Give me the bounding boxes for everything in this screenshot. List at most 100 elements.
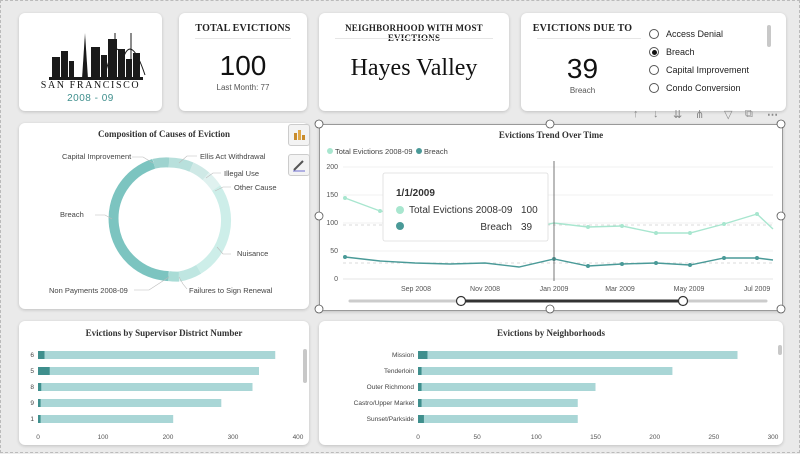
visual-analytics-button[interactable] xyxy=(288,154,310,176)
bar-breach[interactable] xyxy=(418,383,422,391)
bar-breach[interactable] xyxy=(38,399,41,407)
x-tick: 100 xyxy=(531,434,542,441)
drill-up-icon[interactable]: ↑ xyxy=(633,108,639,120)
kpi-due-sub: Breach xyxy=(569,86,596,95)
x-tick: 300 xyxy=(768,434,779,441)
slicer-option-label: Breach xyxy=(666,47,695,57)
bar-total[interactable] xyxy=(418,399,578,407)
visual-format-button[interactable] xyxy=(288,124,310,146)
bar-breach[interactable] xyxy=(418,399,422,407)
donut-chart: Capital Improvement Ellis Act Withdrawal… xyxy=(49,152,277,295)
donut-segment-failures[interactable] xyxy=(177,264,202,282)
slicer-option-condo-conversion[interactable]: Condo Conversion xyxy=(649,83,741,93)
donut-label-capital: Capital Improvement xyxy=(62,152,132,161)
visual-toolbar: ↑ ↓ ⇊ ⋔ ▽ ⧉ ⋯ xyxy=(633,108,783,122)
x-tick: 200 xyxy=(649,434,660,441)
slicer-option-label: Access Denial xyxy=(666,29,724,39)
donut-segment-other[interactable] xyxy=(202,172,221,191)
bar-total[interactable] xyxy=(38,367,259,375)
slicer-option-label: Condo Conversion xyxy=(666,83,741,93)
divider xyxy=(195,38,291,39)
donut-segment-ellis[interactable] xyxy=(168,157,194,172)
bar-breach[interactable] xyxy=(418,415,424,423)
donut-segment-breach[interactable] xyxy=(108,159,169,282)
bar-label: Castro/Upper Market xyxy=(354,400,415,407)
donut-label-nuisance: Nuisance xyxy=(237,249,268,258)
radio-icon[interactable] xyxy=(649,83,659,93)
expand-all-icon[interactable]: ⇊ xyxy=(673,109,683,121)
donut-segment-illegal[interactable] xyxy=(189,162,210,181)
trend-title: Evictions Trend Over Time xyxy=(498,130,604,140)
bar-total[interactable] xyxy=(38,351,276,359)
kpi-due-title: EVICTIONS DUE TO xyxy=(532,23,633,34)
radio-selected-icon[interactable] xyxy=(649,47,659,57)
hierarchy-icon[interactable]: ⋔ xyxy=(695,109,705,121)
district-bar-card: Evictions by Supervisor District Number … xyxy=(19,321,309,445)
bar-total[interactable] xyxy=(418,367,673,375)
x-tick: 100 xyxy=(98,434,109,441)
bar-breach[interactable] xyxy=(418,367,422,375)
neighborhood-title: Evictions by Neighborhoods xyxy=(496,328,606,338)
slicer-option-capital-improvement[interactable]: Capital Improvement xyxy=(649,65,749,75)
kpi-total-sub: Last Month: 77 xyxy=(216,83,270,92)
format-icon xyxy=(294,130,305,140)
donut-segment-nuisance[interactable] xyxy=(195,185,231,274)
donut-segment-nonpay[interactable] xyxy=(167,271,180,282)
slicer-scrollbar[interactable] xyxy=(767,25,771,47)
donut-label-nonpay: Non Payments 2008-09 xyxy=(49,286,128,295)
bar-total[interactable] xyxy=(418,351,738,359)
skyline-logo xyxy=(49,33,146,80)
more-options-icon[interactable]: ⋯ xyxy=(767,109,778,121)
donut-label-illegal: Illegal Use xyxy=(224,169,259,178)
district-scrollbar[interactable] xyxy=(303,349,307,383)
kpi-due-value: 39 xyxy=(566,53,599,84)
logo-card: SAN FRANCISCO 2008 - 09 xyxy=(19,13,162,111)
bar-breach[interactable] xyxy=(38,367,50,375)
bar-label: 5 xyxy=(30,368,34,375)
bar-label: Outer Richmond xyxy=(367,384,415,391)
slicer-option-label: Capital Improvement xyxy=(666,65,750,75)
focus-mode-icon[interactable]: ⧉ xyxy=(745,108,753,120)
x-tick: 400 xyxy=(293,434,304,441)
district-title: Evictions by Supervisor District Number xyxy=(85,328,243,338)
x-tick: 300 xyxy=(228,434,239,441)
donut-label-failures: Failures to Sign Renewal xyxy=(189,286,273,295)
bar-label: 9 xyxy=(30,400,34,407)
slicer-option-breach[interactable]: Breach xyxy=(649,47,695,57)
neighborhood-bar-chart: Mission Tenderloin Outer Richmond Castro/Up… xyxy=(354,351,779,441)
bar-breach[interactable] xyxy=(38,351,45,359)
x-tick: 50 xyxy=(474,434,482,441)
bar-label: 1 xyxy=(30,416,34,423)
divider xyxy=(537,38,641,39)
radio-icon[interactable] xyxy=(649,65,659,75)
bar-total[interactable] xyxy=(38,399,222,407)
bar-breach[interactable] xyxy=(38,383,42,391)
filter-icon[interactable]: ▽ xyxy=(724,109,733,121)
bar-label: 8 xyxy=(30,384,34,391)
donut-segment-capital[interactable] xyxy=(152,157,170,169)
bar-total[interactable] xyxy=(418,415,578,423)
bar-label: Sunset/Parkside xyxy=(367,416,415,423)
donut-label-other: Other Cause xyxy=(234,183,277,192)
bar-breach[interactable] xyxy=(418,351,428,359)
donut-card: Composition of Causes of Eviction xyxy=(19,123,309,309)
logo-period: 2008 - 09 xyxy=(67,93,114,104)
kpi-due-to-card: EVICTIONS DUE TO 39 Breach xyxy=(521,13,786,111)
trend-card: Evictions Trend Over Time xyxy=(319,124,783,311)
pen-icon xyxy=(293,160,305,172)
bar-total[interactable] xyxy=(418,383,596,391)
divider xyxy=(335,38,493,39)
slicer-option-access-denial[interactable]: Access Denial xyxy=(649,29,723,39)
radio-icon[interactable] xyxy=(649,29,659,39)
bar-total[interactable] xyxy=(38,383,253,391)
bar-total[interactable] xyxy=(38,415,174,423)
drill-down-icon[interactable]: ↓ xyxy=(653,108,659,120)
logo-text: SAN FRANCISCO xyxy=(40,80,141,91)
donut-label-breach: Breach xyxy=(60,210,84,219)
donut-label-ellis: Ellis Act Withdrawal xyxy=(200,152,266,161)
donut-title: Composition of Causes of Eviction xyxy=(97,129,230,139)
neighborhood-scrollbar[interactable] xyxy=(778,345,782,355)
bar-breach[interactable] xyxy=(38,415,41,423)
